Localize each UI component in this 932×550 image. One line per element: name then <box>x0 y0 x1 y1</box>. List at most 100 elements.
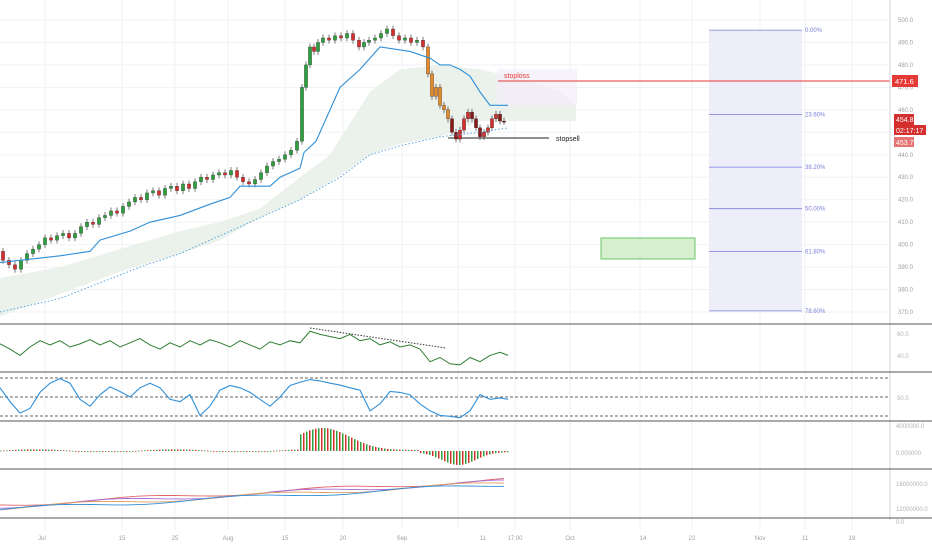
macd-bar <box>372 446 374 451</box>
macd-bar <box>300 434 302 451</box>
time-axis-label: 15 <box>282 536 289 542</box>
candle-body <box>103 215 107 218</box>
macd-bar <box>414 449 416 451</box>
price-candles <box>1 25 506 273</box>
macd-bar <box>108 451 110 452</box>
macd-bar <box>114 451 116 452</box>
macd-bar <box>288 449 290 451</box>
macd-bar <box>135 450 137 452</box>
time-axis-label: Jul <box>38 536 46 542</box>
fib-level-label: 23.60% <box>805 112 826 118</box>
macd-bar <box>375 446 377 451</box>
candle-body <box>385 28 389 34</box>
stopsell-label: stopsell <box>556 136 580 143</box>
macd-bar <box>381 448 383 451</box>
macd-bar <box>390 449 392 451</box>
macd-bar <box>243 451 245 452</box>
macd-bar <box>99 451 101 452</box>
candle-body <box>55 235 59 241</box>
macd-bar <box>291 449 293 451</box>
stoch-pane[interactable]: 50.0 <box>0 377 909 419</box>
macd-bar <box>144 450 146 452</box>
macd-bar <box>429 451 431 456</box>
macd-bar <box>369 445 371 451</box>
fib-level-label: 78.60% <box>805 309 826 315</box>
macd-axis-label: 0.000000 <box>896 451 922 457</box>
moving-averages-pane[interactable] <box>0 477 505 511</box>
time-axis-label: Aug <box>223 536 234 542</box>
ma-axis-label: 12000000.0 <box>896 507 928 513</box>
macd-bar <box>345 434 347 451</box>
fib-level-label: 61.80% <box>805 249 826 255</box>
macd-bar <box>486 451 488 456</box>
candle-body <box>426 46 430 75</box>
fibonacci-retracement[interactable]: 0.00% 23.60% 38.20% 50.00% 61.80% 78.60% <box>709 28 826 315</box>
candle-body <box>157 190 161 196</box>
macd-bar <box>9 450 11 451</box>
macd-bar <box>153 449 155 451</box>
candle-body <box>409 37 413 43</box>
candle-body <box>308 46 312 66</box>
time-axis-label: 17:00 <box>507 536 523 542</box>
candle-body <box>438 87 442 106</box>
candle-body <box>333 35 337 41</box>
macd-bar <box>237 451 239 452</box>
macd-bar <box>159 449 161 451</box>
candle-body <box>498 114 502 122</box>
ma-axis-label: 16000000.0 <box>896 482 928 488</box>
macd-bar <box>63 450 65 452</box>
time-axis-label: 11 <box>480 536 487 542</box>
macd-bar <box>0 450 2 452</box>
macd-bar <box>480 451 482 458</box>
candle-body <box>37 244 41 250</box>
macd-bar <box>330 428 332 451</box>
macd-bar <box>189 449 191 451</box>
macd-bar <box>249 451 251 452</box>
rsi-axis-label: 60.0 <box>897 332 909 338</box>
macd-bar <box>84 451 86 452</box>
stoploss-line[interactable]: stoploss <box>498 73 890 82</box>
macd-bar <box>408 449 410 451</box>
rsi-pane[interactable]: 60.0 40.0 <box>0 327 909 366</box>
macd-bar <box>336 430 338 451</box>
candle-body <box>1 251 5 261</box>
macd-bar <box>267 451 269 452</box>
pane-separators <box>0 323 932 519</box>
macd-bar <box>318 428 320 451</box>
stopsell-line[interactable]: stopsell <box>448 136 580 143</box>
macd-bar <box>93 451 95 452</box>
macd-bar <box>504 451 506 453</box>
macd-bar <box>42 449 44 451</box>
price-axis-label: 440.0 <box>898 153 914 159</box>
macd-bar <box>507 451 509 453</box>
countdown-badge: 02:17:17 <box>894 125 926 135</box>
macd-bar <box>417 449 419 451</box>
svg-text:02:17:17: 02:17:17 <box>896 128 923 135</box>
svg-text:453.7: 453.7 <box>896 140 914 147</box>
candle-body <box>61 233 65 236</box>
candle-body <box>316 42 320 52</box>
candle-body <box>13 264 17 270</box>
macd-bar <box>228 451 230 452</box>
macd-bar <box>420 451 422 454</box>
candle-body <box>127 201 131 207</box>
target-zone-box[interactable] <box>600 237 696 260</box>
macd-bar <box>198 450 200 451</box>
price-axis-label: 470.0 <box>898 85 914 91</box>
candle-body <box>79 226 83 234</box>
macd-bar <box>321 428 323 451</box>
time-axis-label: 22 <box>689 536 696 542</box>
candle-body <box>85 222 89 227</box>
macd-bar <box>216 451 218 452</box>
macd-bar <box>384 448 386 451</box>
macd-bar <box>207 450 209 452</box>
macd-bar <box>402 449 404 451</box>
candle-body <box>490 118 494 128</box>
macd-histogram[interactable] <box>0 428 509 465</box>
macd-bar <box>57 449 59 451</box>
macd-bar <box>273 450 275 452</box>
macd-bar <box>246 451 248 452</box>
fib-background <box>709 30 802 311</box>
svg-text:471.6: 471.6 <box>895 77 914 86</box>
